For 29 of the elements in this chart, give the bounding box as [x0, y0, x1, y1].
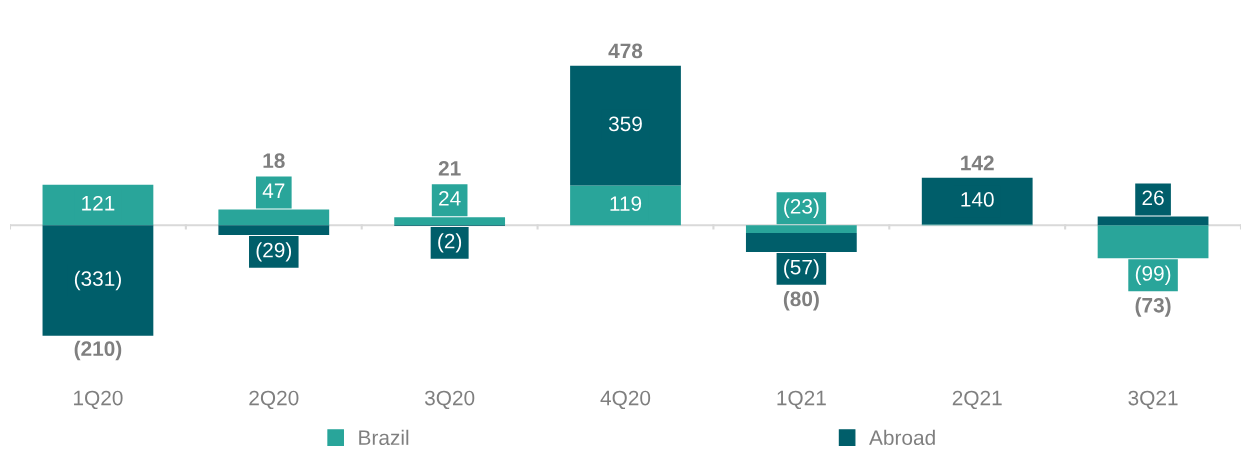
legend-label: Abroad	[869, 429, 935, 446]
total-label: (80)	[783, 291, 819, 311]
x-tick-label: 3Q20	[424, 390, 475, 410]
data-label: 47	[262, 183, 285, 198]
data-label: (99)	[1135, 265, 1171, 285]
x-tick-label: 2Q21	[952, 390, 1002, 410]
data-label: 119	[610, 196, 642, 211]
data-label: 24	[439, 191, 461, 206]
data-label: (2)	[438, 233, 462, 253]
total-label: 142	[961, 155, 994, 171]
data-label: (23)	[784, 198, 819, 218]
data-label: 359	[608, 116, 642, 132]
legend-label: Brazil	[359, 429, 409, 446]
data-label: (29)	[256, 242, 292, 262]
total-label: 478	[608, 43, 643, 59]
data-label: (57)	[784, 259, 819, 279]
x-tick-label: 4Q20	[600, 390, 651, 410]
data-label: 121	[82, 195, 115, 211]
x-tick-label: 1Q20	[74, 390, 123, 410]
total-label: 18	[263, 153, 285, 169]
data-label: 26	[1142, 190, 1164, 206]
total-label: 21	[438, 160, 461, 176]
data-label: (331)	[74, 270, 121, 291]
x-tick-label: 2Q20	[249, 390, 299, 410]
x-tick-label: 1Q21	[777, 390, 826, 410]
data-label: 140	[961, 192, 994, 207]
x-tick-label: 3Q21	[1128, 390, 1178, 410]
total-label: (210)	[74, 340, 122, 361]
total-label: (73)	[1135, 297, 1171, 317]
